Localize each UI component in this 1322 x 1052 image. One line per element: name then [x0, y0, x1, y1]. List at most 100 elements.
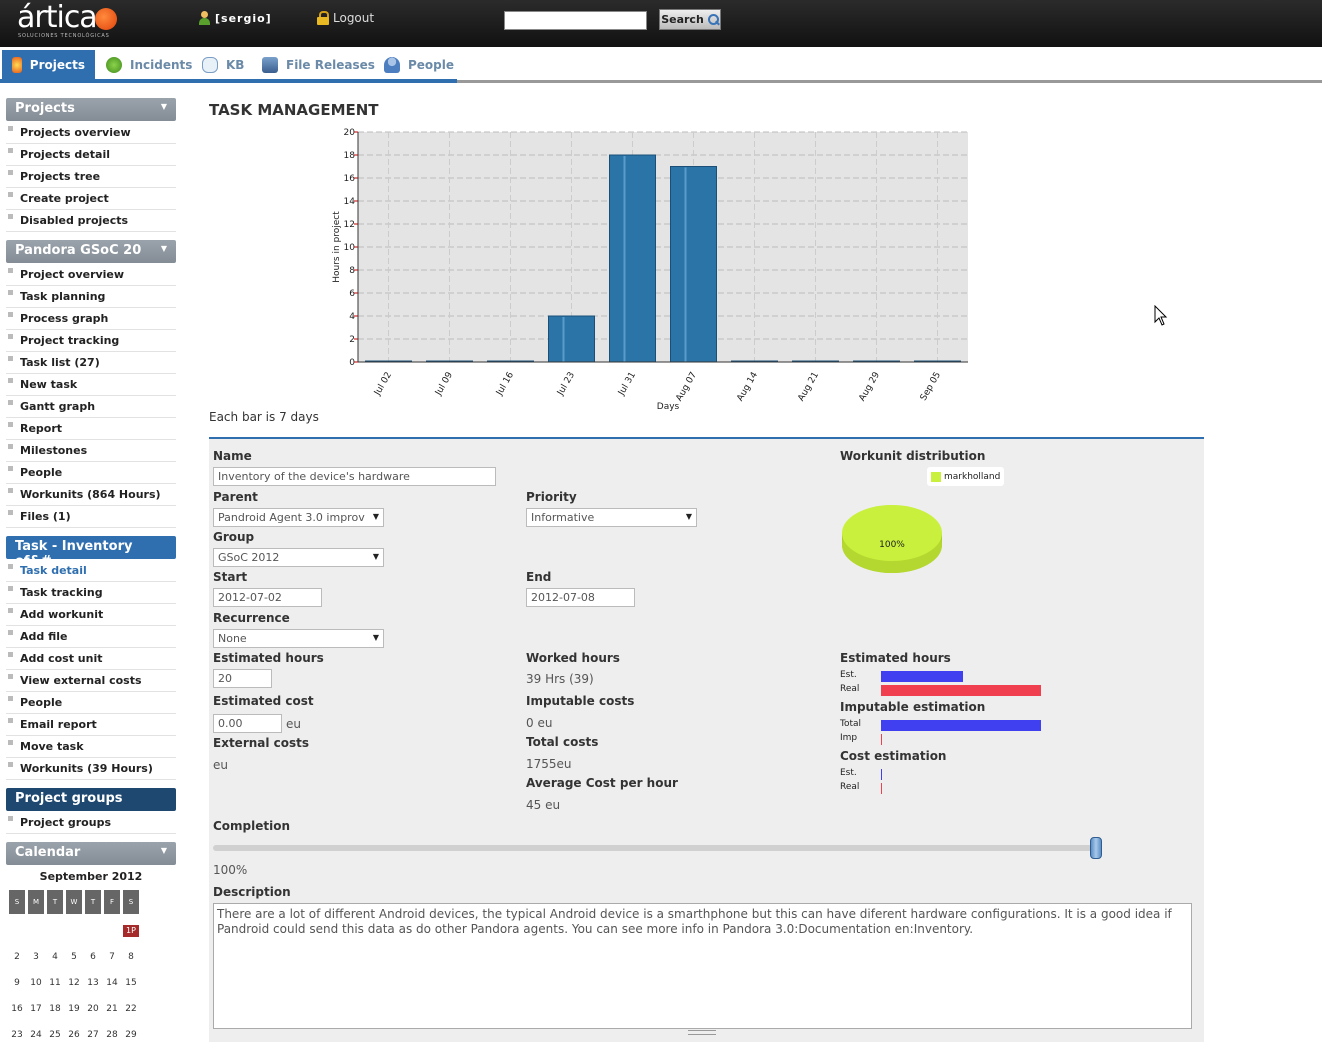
project-menu-header[interactable]: Pandora GSoC 20 ▼	[6, 240, 176, 263]
sidebar-item-files-1[interactable]: Files (1)	[6, 506, 176, 528]
calendar-week: 9 10 11 12 13 14 15	[6, 975, 176, 992]
completion-value: 100%	[213, 863, 248, 877]
calendar-day[interactable]: 18	[49, 1004, 61, 1014]
sidebar-item-create-project[interactable]: Create project	[6, 188, 176, 210]
calendar-day[interactable]: 20	[87, 1004, 99, 1014]
sidebar-item-disabled-projects[interactable]: Disabled projects	[6, 210, 176, 232]
calendar-day[interactable]: 13	[87, 978, 99, 988]
calendar-day[interactable]: 4	[52, 952, 58, 962]
imputable-total-bar	[881, 720, 1041, 731]
calendar-day[interactable]: 28	[106, 1030, 118, 1040]
y-tick-label: 0	[349, 358, 355, 368]
sidebar-item-process-graph[interactable]: Process graph	[6, 308, 176, 330]
calendar-day[interactable]: 2	[14, 952, 20, 962]
calendar-day[interactable]: 8	[128, 952, 134, 962]
calendar-day[interactable]: 19	[68, 1004, 80, 1014]
calendar-day[interactable]: 5	[71, 952, 77, 962]
calendar-day[interactable]: 7	[109, 952, 115, 962]
calendar-day[interactable]: 9	[14, 978, 20, 988]
search-button[interactable]: Search	[659, 9, 721, 30]
calendar-day[interactable]: 3	[33, 952, 39, 962]
estimated-hours-input[interactable]: 20	[213, 669, 272, 688]
sidebar-item-task-list-27[interactable]: Task list (27)	[6, 352, 176, 374]
sidebar-item-move-task[interactable]: Move task	[6, 736, 176, 758]
sidebar-item-projects-detail[interactable]: Projects detail	[6, 144, 176, 166]
imputable-total-label: Total	[840, 719, 862, 729]
calendar-day[interactable]: 10	[30, 978, 42, 988]
projects-menu-header[interactable]: Projects ▼	[6, 98, 176, 121]
logout-link[interactable]: Logout	[317, 11, 374, 25]
external-costs-value[interactable]: eu	[213, 758, 228, 772]
recurrence-select[interactable]: None ▼	[213, 629, 384, 648]
calendar-day	[104, 923, 120, 940]
cost-estimation-title: Cost estimation	[840, 749, 947, 763]
user-link[interactable]: [sergio]	[198, 11, 272, 25]
sidebar-item-people[interactable]: People	[6, 462, 176, 484]
completion-slider-track[interactable]	[213, 845, 1098, 851]
calendar-day[interactable]: 1P	[123, 925, 139, 937]
tab-incidents[interactable]: Incidents	[96, 50, 202, 79]
group-select[interactable]: GSoC 2012 ▼	[213, 548, 384, 567]
sidebar-item-task-planning[interactable]: Task planning	[6, 286, 176, 308]
y-axis-label: Hours in project	[332, 211, 342, 283]
calendar-day[interactable]: 25	[49, 1030, 61, 1040]
x-tick-label: Sep 05	[919, 371, 943, 403]
calendar-day[interactable]: 17	[30, 1004, 42, 1014]
estimated-cost-input[interactable]: 0.00	[213, 714, 282, 733]
sidebar-item-task-tracking[interactable]: Task tracking	[6, 582, 176, 604]
artica-logo[interactable]: ártica	[17, 3, 117, 33]
sidebar-item-add-workunit[interactable]: Add workunit	[6, 604, 176, 626]
task-menu-header[interactable]: Task - Inventory of&#	[6, 536, 176, 569]
calendar-day[interactable]: 14	[106, 978, 118, 988]
calendar-day[interactable]: 15	[125, 978, 137, 988]
sidebar-item-projects-overview[interactable]: Projects overview	[6, 122, 176, 144]
sidebar-item-project-overview[interactable]: Project overview	[6, 264, 176, 286]
groups-menu-header[interactable]: Project groups	[6, 788, 176, 811]
search-input[interactable]	[504, 11, 647, 30]
calendar-day[interactable]: 24	[30, 1030, 42, 1040]
sidebar-item-email-report[interactable]: Email report	[6, 714, 176, 736]
sidebar-item-add-cost-unit[interactable]: Add cost unit	[6, 648, 176, 670]
sidebar-item-add-file[interactable]: Add file	[6, 626, 176, 648]
calendar-day[interactable]: 23	[11, 1030, 23, 1040]
calendar-day[interactable]: 29	[125, 1030, 137, 1040]
sidebar-item-task-detail[interactable]: Task detail	[6, 560, 176, 582]
sidebar-item-gantt-graph[interactable]: Gantt graph	[6, 396, 176, 418]
end-date-input[interactable]: 2012-07-08	[526, 588, 635, 607]
caret-down-icon[interactable]: ▼	[160, 846, 167, 855]
calendar-day[interactable]: 27	[87, 1030, 99, 1040]
sidebar-item-workunits-39-hours[interactable]: Workunits (39 Hours)	[6, 758, 176, 780]
sidebar-item-workunits-864-hours[interactable]: Workunits (864 Hours)	[6, 484, 176, 506]
resize-grip-icon[interactable]	[688, 1030, 716, 1035]
calendar-day[interactable]: 6	[90, 952, 96, 962]
tab-people[interactable]: People	[374, 50, 464, 79]
calendar-day[interactable]: 12	[68, 978, 80, 988]
description-textarea[interactable]: There are a lot of different Android dev…	[213, 903, 1192, 1029]
caret-down-icon[interactable]: ▼	[160, 244, 167, 253]
sidebar-item-new-task[interactable]: New task	[6, 374, 176, 396]
tab-projects[interactable]: Projects	[2, 50, 95, 79]
calendar-day[interactable]: 22	[125, 1004, 137, 1014]
sidebar-item-view-external-costs[interactable]: View external costs	[6, 670, 176, 692]
calendar-day[interactable]: 21	[106, 1004, 118, 1014]
priority-select[interactable]: Informative ▼	[526, 508, 697, 527]
sidebar-item-projects-tree[interactable]: Projects tree	[6, 166, 176, 188]
sidebar-item-report[interactable]: Report	[6, 418, 176, 440]
tab-kb[interactable]: KB	[192, 50, 254, 79]
sidebar-item-people[interactable]: People	[6, 692, 176, 714]
name-input[interactable]: Inventory of the device's hardware	[213, 467, 496, 486]
calendar-day[interactable]: 11	[49, 978, 61, 988]
sidebar-item-milestones[interactable]: Milestones	[6, 440, 176, 462]
calendar-header[interactable]: Calendar ▼	[6, 842, 176, 865]
caret-down-icon[interactable]: ▼	[160, 102, 167, 111]
calendar-day[interactable]: 26	[68, 1030, 80, 1040]
completion-slider-handle[interactable]	[1090, 837, 1102, 859]
y-tick-label: 2	[349, 335, 355, 345]
sidebar-item-project-groups[interactable]: Project groups	[6, 812, 176, 834]
start-date-input[interactable]: 2012-07-02	[213, 588, 322, 607]
completion-label: Completion	[213, 819, 291, 833]
calendar-day[interactable]: 16	[11, 1004, 23, 1014]
tab-file-releases[interactable]: File Releases	[252, 50, 385, 79]
sidebar-item-project-tracking[interactable]: Project tracking	[6, 330, 176, 352]
parent-select[interactable]: Pandroid Agent 3.0 improv ▼	[213, 508, 384, 527]
